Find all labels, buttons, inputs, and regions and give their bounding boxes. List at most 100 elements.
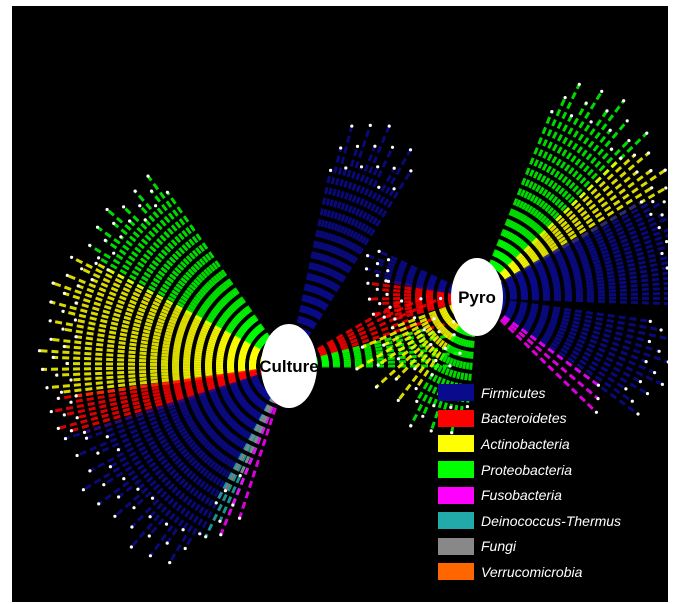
leaf-node [414, 387, 418, 391]
leaf-node [74, 394, 78, 398]
edge [476, 295, 647, 364]
edge [476, 295, 634, 403]
leaf-node [627, 139, 631, 143]
leaf-node [450, 431, 454, 435]
edge [39, 349, 290, 368]
edge [476, 295, 662, 332]
leaf-node [82, 430, 87, 434]
leaf-node [577, 82, 581, 86]
leaf-node [663, 168, 667, 172]
leaf-node [75, 453, 79, 458]
leaf-node [105, 435, 109, 439]
leaf-node [355, 367, 359, 371]
edge [476, 295, 650, 343]
leaf-node [366, 254, 370, 258]
leaf-node [103, 238, 107, 242]
edge [476, 295, 656, 374]
leaf-node [88, 243, 92, 247]
leaf-node [143, 218, 147, 222]
leaf-node [154, 204, 158, 208]
leaf-node-layer [37, 82, 668, 565]
leaf-node [344, 166, 348, 170]
leaf-node [183, 546, 187, 551]
leaf-node [375, 287, 379, 291]
edge [366, 267, 478, 299]
leaf-node [596, 383, 601, 387]
leaf-node [48, 319, 52, 323]
edge [49, 319, 290, 368]
leaf-node [387, 124, 391, 128]
leaf-node [97, 502, 101, 506]
edge [42, 364, 290, 371]
leaf-node [394, 377, 398, 381]
leaf-node [181, 528, 185, 532]
leaf-node [651, 200, 655, 204]
leaf-node [465, 405, 469, 409]
leaf-node [376, 363, 380, 367]
leaf-node [449, 405, 453, 409]
leaf-node [452, 333, 456, 337]
leaf-node [69, 378, 73, 382]
leaf-node [204, 535, 208, 539]
leaf-node [133, 189, 137, 193]
leaf-node [639, 200, 644, 204]
leaf-node [214, 501, 218, 505]
legend-swatch [438, 384, 474, 402]
leaf-node [429, 343, 433, 347]
leaf-node [432, 404, 436, 408]
edge [238, 365, 291, 477]
leaf-node [649, 212, 653, 216]
leaf-node [439, 296, 443, 301]
pyro-node[interactable]: Pyro [451, 258, 503, 336]
leaf-node [665, 266, 668, 270]
leaf-node [128, 219, 132, 223]
leaf-node [360, 345, 365, 349]
leaf-node [62, 291, 66, 295]
leaf-node [149, 189, 154, 193]
leaf-node [589, 120, 593, 124]
leaf-node [129, 545, 133, 549]
leaf-node [366, 281, 370, 285]
legend-item: Bacteroidetes [438, 406, 648, 432]
legend-swatch [438, 435, 474, 453]
legend-label: Actinobacteria [481, 435, 570, 452]
leaf-node [132, 506, 136, 510]
leaf-node [432, 317, 436, 321]
leaf-node [130, 525, 134, 529]
edge [50, 300, 290, 368]
leaf-node [373, 144, 377, 148]
edge [46, 364, 290, 390]
leaf-node [122, 477, 126, 481]
legend-label: Bacteroidetes [481, 410, 567, 427]
leaf-node [664, 186, 668, 190]
leaf-node [376, 165, 380, 169]
leaf-node [88, 469, 92, 473]
leaf-node [650, 186, 654, 190]
legend-item: Firmicutes [438, 380, 648, 406]
legend-swatch [438, 512, 474, 530]
leaf-node [374, 385, 378, 389]
culture-node[interactable]: Culture [259, 324, 319, 408]
leaf-node [622, 99, 626, 103]
leaf-node [148, 515, 152, 519]
leaf-node [443, 346, 448, 350]
edge [287, 146, 394, 367]
leaf-node [393, 317, 397, 321]
edge [361, 295, 478, 349]
leaf-node [452, 320, 456, 324]
leaf-node [625, 119, 629, 123]
edge [476, 266, 668, 299]
network-panel: Culture Pyro [12, 6, 668, 602]
edge [287, 170, 413, 367]
leaf-node [375, 262, 380, 266]
leaf-node [329, 168, 333, 172]
leaf-node [37, 349, 42, 353]
leaf-node [73, 318, 77, 322]
leaf-node [223, 489, 227, 493]
leaf-node [70, 255, 74, 259]
leaf-node [76, 284, 80, 288]
legend-item: Fungi [438, 534, 648, 560]
leaf-node [148, 554, 152, 558]
leaf-node [594, 410, 599, 414]
leaf-node [138, 204, 142, 208]
